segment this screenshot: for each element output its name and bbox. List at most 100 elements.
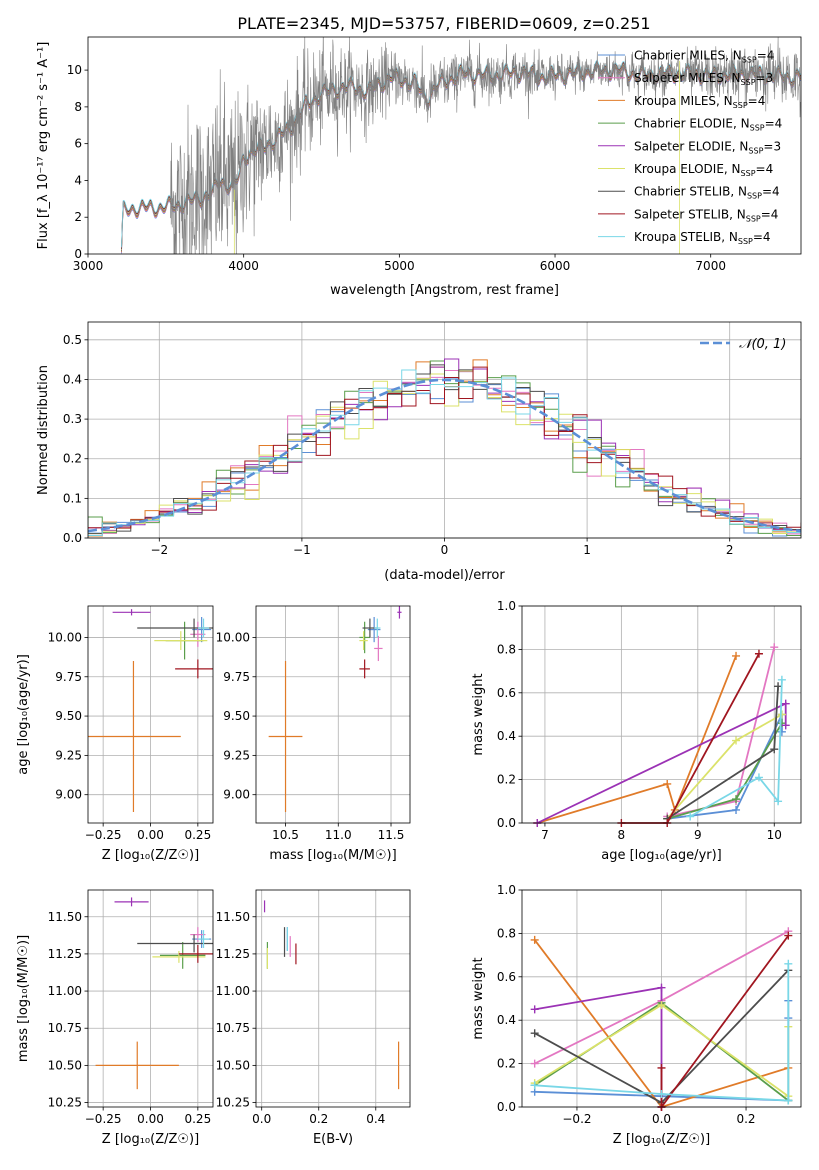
- weight-vs-age-plot-area: [533, 643, 790, 827]
- axes-frame: [255, 889, 411, 1108]
- y-tick-label: 9.50: [55, 709, 82, 723]
- x-tick-label: 0.25: [184, 828, 211, 842]
- mass-vs-EBV-panel: 0.0 0.2 0.4 10.25 10.50 10.75 11.00 11.25 11.50 E…: [216, 889, 411, 1147]
- y-tick-label: 0.2: [497, 773, 516, 787]
- y-tick-label: 10.75: [216, 1021, 250, 1035]
- weight-series-line: [534, 963, 790, 1102]
- y-tick-label: 2: [74, 210, 82, 224]
- legend-label: Chabrier STELIB, NSSP=4: [634, 185, 780, 201]
- y-tick-label: 0.8: [497, 926, 516, 940]
- x-tick-label: −0.25: [85, 828, 122, 842]
- y-axis-label: mass weight: [471, 673, 486, 755]
- y-tick-label: 10.50: [216, 1058, 250, 1072]
- x-tick-label: 10.5: [272, 828, 299, 842]
- weight-point-marker: [530, 1005, 539, 1014]
- y-axis-label: mass [log₁₀(M/M☉)]: [16, 935, 31, 1062]
- y-tick-label: 9.00: [55, 788, 82, 802]
- y-tick-label: 9.25: [223, 748, 250, 762]
- observed-spectrum-line: [170, 37, 801, 254]
- x-tick-label: 0.00: [137, 1112, 164, 1126]
- spectrum-legend: Chabrier MILES, NSSP=4 Salpeter MILES, NS…: [598, 49, 782, 246]
- errorbar-point: [359, 631, 368, 651]
- y-tick-label: 11.25: [216, 947, 250, 961]
- mass-vs-EBV-plot-area: [263, 900, 400, 1090]
- weight-point-marker: [777, 727, 786, 736]
- y-tick-label: 10.00: [48, 630, 82, 644]
- weight-point-marker: [657, 983, 666, 992]
- x-axis-label: Z [log₁₀(Z/Z☉)]: [102, 848, 199, 863]
- x-tick-label: 5000: [384, 259, 415, 273]
- errorbar-point: [197, 618, 210, 638]
- weight-vs-Z-panel: −0.2 0.0 0.2 0.0 0.2 0.4 0.6 0.8 1.0 Z [log₁₀(Z/Z…: [471, 883, 802, 1147]
- errorbar-point: [154, 631, 208, 651]
- x-axis-label: mass [log₁₀(M/M☉)]: [269, 848, 396, 863]
- axes-frame: [87, 889, 214, 1108]
- weight-series-line: [536, 702, 787, 824]
- y-tick-label: 0.8: [497, 642, 516, 656]
- age-vs-mass-panel: 10.5 11.0 11.5 9.00 9.25 9.50 9.75 10.00 mass [l…: [216, 605, 411, 863]
- errorbar-point: [152, 950, 206, 963]
- weight-point-marker: [657, 1089, 666, 1098]
- y-axis-label: age [log₁₀(age/yr)]: [16, 654, 31, 775]
- y-axis-label: Flux [f_λ 10⁻¹⁷ erg cm⁻² s⁻¹ A⁻¹]: [36, 42, 51, 250]
- x-tick-label: 0.0: [252, 1112, 271, 1126]
- y-tick-label: 11.50: [48, 910, 82, 924]
- y-tick-label: 0.1: [63, 491, 82, 505]
- weight-point-marker: [530, 935, 539, 944]
- x-tick-label: 0.2: [309, 1112, 328, 1126]
- weight-series-line: [537, 655, 737, 824]
- legend-label: Salpeter STELIB, NSSP=4: [634, 207, 778, 223]
- weight-point-marker: [530, 1081, 539, 1090]
- figure-title: PLATE=2345, MJD=53757, FIBERID=0609, z=0…: [237, 14, 650, 33]
- y-tick-label: 11.50: [216, 910, 250, 924]
- legend-label: Salpeter ELODIE, NSSP=3: [634, 139, 781, 155]
- weight-point-marker: [754, 773, 763, 782]
- axes-frame: [521, 605, 802, 824]
- axes-frame: [255, 605, 411, 824]
- x-tick-label: 10: [767, 828, 782, 842]
- x-tick-label: 11.0: [325, 828, 352, 842]
- errorbar-point: [359, 659, 370, 679]
- y-tick-label: 11.00: [48, 984, 82, 998]
- legend-label: 𝒩(0, 1): [739, 337, 786, 352]
- x-axis-label: age [log₁₀(age/yr)]: [601, 848, 722, 863]
- y-tick-label: 10.25: [48, 1096, 82, 1110]
- y-tick-label: 10.50: [48, 1058, 82, 1072]
- weight-point-marker: [732, 651, 741, 660]
- y-tick-label: 10.25: [216, 1096, 250, 1110]
- spectrum-panel: 3000 4000 5000 6000 7000 0 2 4 6 8 10 wavelength [A…: [36, 36, 802, 298]
- weight-point-marker: [784, 959, 793, 968]
- weight-point-marker: [781, 721, 790, 730]
- y-tick-label: 0.4: [497, 729, 516, 743]
- x-tick-label: −0.2: [562, 1112, 591, 1126]
- y-tick-label: 9.75: [55, 670, 82, 684]
- x-tick-label: 9: [694, 828, 702, 842]
- x-tick-label: 0.4: [366, 1112, 385, 1126]
- spectrum-plot-area: [121, 37, 801, 254]
- y-tick-label: 0.6: [497, 686, 516, 700]
- weight-point-marker: [657, 1001, 666, 1010]
- y-tick-label: 11.25: [48, 947, 82, 961]
- weight-point-marker: [754, 649, 763, 658]
- weight-point-marker: [770, 643, 779, 652]
- weight-vs-age-panel: 7 8 9 10 0.0 0.2 0.4 0.6 0.8 1.0 age [log₁₀(age/yr…: [471, 599, 802, 863]
- x-tick-label: 0.25: [184, 1112, 211, 1126]
- legend-label: Kroupa MILES, NSSP=4: [634, 94, 765, 110]
- legend-label: Chabrier MILES, NSSP=4: [634, 49, 774, 65]
- legend-label: Salpeter MILES, NSSP=3: [634, 71, 773, 87]
- errorbar-point: [88, 661, 181, 812]
- errorbar-point: [178, 944, 213, 963]
- x-tick-label: 0.2: [736, 1112, 755, 1126]
- errorbar-point: [137, 618, 213, 638]
- age-vs-mass-plot-area: [268, 606, 402, 812]
- weight-point-marker: [784, 931, 793, 940]
- y-tick-label: 9.25: [55, 748, 82, 762]
- errorbar-point: [112, 609, 151, 616]
- y-tick-label: 10.00: [216, 630, 250, 644]
- x-axis-label: (data-model)/error: [384, 568, 505, 583]
- errorbar-point: [268, 661, 303, 812]
- x-tick-label: 7000: [695, 259, 726, 273]
- age-vs-Z-plot-area: [88, 609, 213, 812]
- y-tick-label: 8: [74, 100, 82, 114]
- weight-point-marker: [686, 812, 695, 821]
